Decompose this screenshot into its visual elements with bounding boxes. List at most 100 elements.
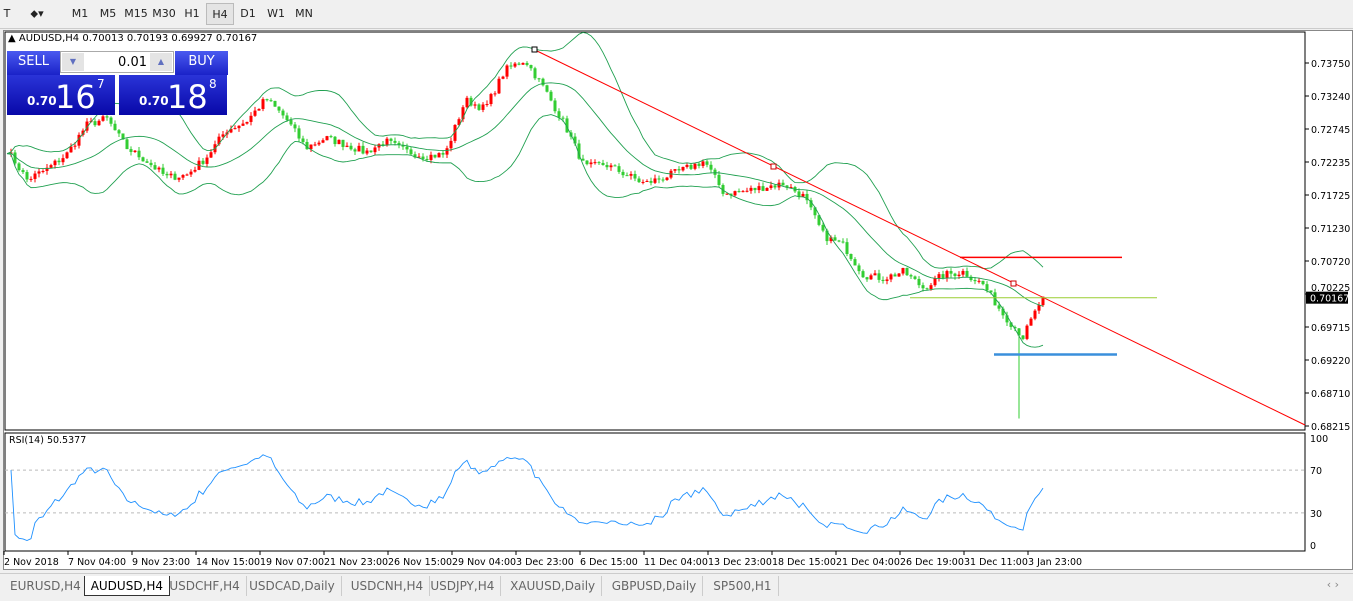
trendline-anchor [531,46,538,53]
chart-tab[interactable]: AUDUSD,H4 [83,576,171,596]
bull-candle [81,130,85,135]
lot-size-stepper[interactable]: ▼ 0.01 ▲ [60,51,174,73]
bull-candle [29,178,33,180]
bull-candle [745,190,749,192]
chart-tab[interactable]: XAUUSD,Daily [504,576,603,596]
bear-candle [661,179,665,181]
bull-candle [449,140,453,149]
timeframe-m15[interactable]: M15 [124,7,148,20]
timeframe-d1[interactable]: D1 [240,7,256,20]
sell-button[interactable]: SELL [7,51,60,75]
bull-candle [169,173,173,176]
bear-candle [797,191,801,197]
timeframe-m1[interactable]: M1 [71,7,89,20]
buy-price-pip: 8 [209,77,217,91]
bear-candle [173,173,177,180]
chart-tab[interactable]: USDCAD,Daily [243,576,342,596]
bear-candle [349,145,353,150]
price-chart[interactable]: 0.73750 0.73240 0.72745 0.72235 0.71725 0.712… [0,0,1353,573]
bull-candle [929,285,933,290]
bear-candle [865,277,869,280]
lot-increase-icon[interactable]: ▲ [150,53,172,71]
bull-candle [505,65,509,77]
bull-candle [133,150,137,152]
trendline-anchor [770,163,777,170]
bull-candle [629,173,633,176]
bull-candle [461,107,465,120]
bull-candle [801,193,805,197]
timeframe-h4[interactable]: H4 [206,3,234,25]
bear-candle [269,100,273,102]
bull-candle [377,144,381,148]
timeframe-mn[interactable]: MN [295,7,313,20]
bear-candle [813,207,817,216]
collapse-icon[interactable]: ▲ [8,33,19,44]
buy-price-big: 18 [167,78,208,116]
lot-decrease-icon[interactable]: ▼ [62,53,84,71]
bear-candle [597,162,601,164]
bear-candle [361,145,365,154]
price-label: 0.73240 [1311,92,1350,103]
bear-candle [1021,335,1025,339]
bull-candle [481,104,485,110]
bear-candle [413,154,417,158]
text-tool-icon[interactable]: T [3,7,11,20]
chart-tab[interactable]: USDCHF,H4 [163,576,247,596]
bear-candle [613,165,617,167]
timeframe-w1[interactable]: W1 [267,7,285,20]
bear-candle [817,215,821,225]
bull-candle [437,153,441,158]
bull-candle [321,140,325,143]
tab-scroll-icon[interactable]: ‹ › [1326,578,1339,591]
bear-candle [17,163,21,171]
bear-candle [893,274,897,277]
bear-candle [533,68,537,79]
buy-button[interactable]: BUY [175,51,228,75]
time-label: 19 Nov 07:00 [260,557,324,568]
bull-candle [593,162,597,164]
bear-candle [553,100,557,112]
sell-price[interactable]: 0.70 16 7 [7,75,115,115]
bull-candle [97,120,101,126]
chart-tab[interactable]: USDCNH,H4 [345,576,431,596]
objects-dropdown-icon[interactable]: ⬥▾ [30,7,44,20]
bear-candle [585,160,589,165]
bull-candle [725,193,729,195]
bear-candle [265,99,269,101]
timeframe-m5[interactable]: M5 [99,7,117,20]
chart-tab[interactable]: GBPUSD,Daily [606,576,704,596]
bull-candle [337,139,341,145]
bear-candle [529,65,533,69]
bear-candle [301,138,305,142]
bull-candle [73,145,77,147]
bull-candle [177,177,181,180]
bear-candle [93,121,97,126]
bear-candle [109,117,113,124]
bear-candle [113,123,117,131]
lot-size-input[interactable]: 0.01 [118,55,147,70]
price-label: 0.71725 [1311,191,1350,202]
bull-candle [485,104,489,106]
timeframe-m30[interactable]: M30 [152,7,176,20]
bear-candle [705,161,709,165]
bull-candle [757,186,761,191]
buy-price[interactable]: 0.70 18 8 [119,75,227,115]
chart-tab[interactable]: EURUSD,H4 [4,576,88,596]
bull-candle [497,78,501,94]
bull-candle [249,115,253,122]
bear-candle [841,241,845,243]
bear-candle [805,193,809,201]
chart-tab[interactable]: USDJPY,H4 [424,576,502,596]
bull-candle [1025,325,1029,339]
bear-candle [985,284,989,291]
bear-candle [909,275,913,277]
bull-candle [701,161,705,166]
bull-candle [589,162,593,165]
price-label: 0.70225 [1311,283,1350,294]
timeframe-h1[interactable]: H1 [184,7,200,20]
bear-candle [25,172,29,180]
bear-candle [397,142,401,145]
bull-candle [977,280,981,282]
bear-candle [469,97,473,106]
chart-tab[interactable]: SP500,H1 [707,576,779,596]
